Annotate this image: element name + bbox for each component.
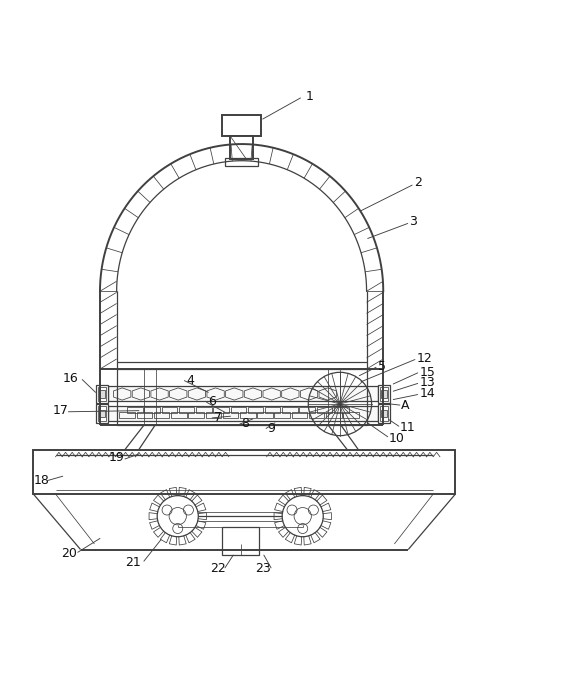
Text: 2: 2	[414, 176, 422, 189]
Text: 20: 20	[61, 547, 77, 560]
Bar	[381, 409, 387, 418]
Text: 12: 12	[417, 352, 433, 365]
Bar	[179, 407, 195, 413]
Text: 22: 22	[210, 563, 226, 575]
Text: 16: 16	[63, 372, 79, 385]
Text: 3: 3	[410, 215, 417, 228]
Bar	[231, 407, 246, 413]
Text: 6: 6	[208, 396, 216, 408]
Bar	[98, 406, 106, 420]
Bar	[257, 411, 273, 418]
Bar	[154, 411, 169, 418]
Bar	[188, 411, 204, 418]
Bar	[108, 406, 378, 421]
Text: 19: 19	[108, 451, 124, 464]
Text: A: A	[401, 399, 410, 412]
Bar	[223, 527, 259, 555]
Bar	[300, 407, 315, 413]
Bar	[378, 404, 390, 423]
Text: 14: 14	[420, 387, 435, 400]
Bar	[292, 411, 307, 418]
Text: 10: 10	[389, 432, 404, 445]
Bar	[316, 407, 332, 413]
Text: 23: 23	[255, 563, 272, 575]
Bar	[196, 407, 211, 413]
Bar	[248, 407, 263, 413]
Bar	[144, 407, 160, 413]
Bar	[137, 411, 152, 418]
Bar	[213, 407, 229, 413]
Bar	[309, 411, 324, 418]
Bar	[162, 407, 177, 413]
Text: 9: 9	[268, 422, 275, 435]
Bar	[380, 387, 388, 401]
Bar	[33, 449, 456, 494]
Bar	[205, 411, 221, 418]
Bar	[95, 385, 108, 403]
Bar	[334, 407, 350, 413]
Text: 18: 18	[33, 473, 49, 486]
Bar	[282, 407, 298, 413]
Bar	[326, 411, 342, 418]
Bar	[98, 387, 106, 401]
Bar	[381, 390, 387, 398]
Bar	[222, 115, 261, 136]
Text: 17: 17	[53, 404, 68, 417]
Bar	[99, 409, 105, 418]
Bar	[223, 411, 238, 418]
Text: 11: 11	[400, 421, 416, 434]
Text: 13: 13	[420, 376, 435, 389]
Bar	[127, 407, 142, 413]
Bar	[108, 387, 378, 402]
Bar	[240, 411, 255, 418]
Bar	[378, 385, 390, 403]
Bar	[95, 404, 108, 423]
Bar	[274, 411, 290, 418]
Text: 15: 15	[420, 366, 435, 379]
Bar	[99, 390, 105, 398]
Bar	[380, 406, 388, 420]
Text: 7: 7	[214, 411, 222, 424]
Bar	[225, 158, 258, 166]
Text: 1: 1	[306, 90, 314, 103]
Bar	[171, 411, 187, 418]
Text: 21: 21	[125, 556, 141, 569]
Text: 8: 8	[242, 418, 250, 431]
Bar	[119, 411, 135, 418]
Text: 5: 5	[378, 360, 386, 373]
Bar	[265, 407, 280, 413]
Text: 4: 4	[186, 374, 194, 387]
Bar	[230, 136, 253, 159]
Bar	[343, 411, 359, 418]
